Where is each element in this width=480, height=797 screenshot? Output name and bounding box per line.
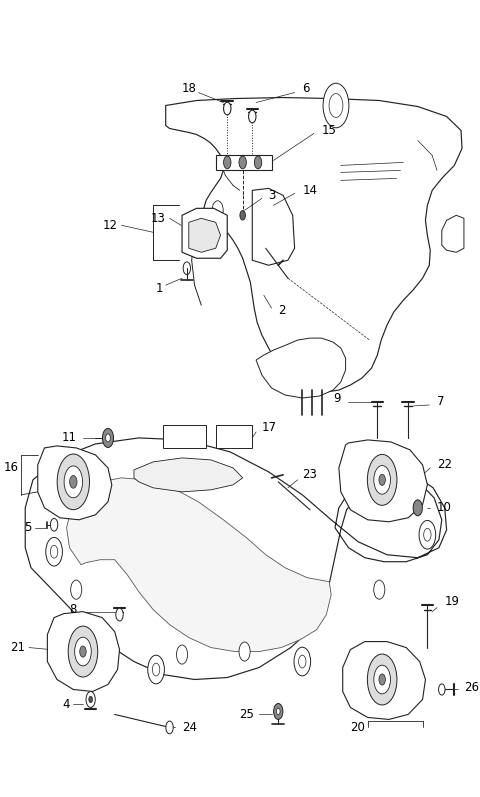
Text: 4: 4 — [62, 698, 70, 711]
Circle shape — [249, 110, 256, 123]
Circle shape — [80, 646, 86, 658]
Circle shape — [224, 102, 231, 115]
Circle shape — [367, 454, 397, 505]
Circle shape — [152, 663, 160, 676]
Circle shape — [424, 528, 431, 541]
Circle shape — [379, 474, 385, 485]
Circle shape — [276, 709, 280, 715]
Polygon shape — [343, 642, 425, 720]
Circle shape — [240, 210, 245, 220]
Polygon shape — [38, 446, 112, 520]
Polygon shape — [182, 208, 227, 258]
Polygon shape — [166, 97, 462, 392]
Circle shape — [239, 642, 250, 661]
Circle shape — [75, 638, 91, 665]
Polygon shape — [48, 611, 120, 692]
Circle shape — [439, 684, 445, 695]
Polygon shape — [256, 338, 346, 398]
Polygon shape — [163, 425, 206, 448]
Circle shape — [413, 500, 422, 516]
Polygon shape — [134, 458, 243, 492]
Text: 25: 25 — [240, 708, 254, 721]
Circle shape — [379, 674, 385, 685]
Polygon shape — [216, 425, 252, 448]
Circle shape — [374, 665, 390, 694]
Circle shape — [212, 201, 223, 220]
Circle shape — [166, 721, 173, 734]
Text: 3: 3 — [269, 189, 276, 202]
Text: 13: 13 — [151, 212, 166, 225]
Circle shape — [71, 495, 82, 514]
Circle shape — [299, 655, 306, 668]
Text: 16: 16 — [3, 461, 19, 474]
Circle shape — [419, 520, 436, 549]
Polygon shape — [442, 215, 464, 253]
Text: 26: 26 — [464, 681, 479, 694]
Circle shape — [374, 580, 385, 599]
Text: 24: 24 — [182, 721, 197, 734]
Text: 17: 17 — [262, 422, 277, 434]
Circle shape — [323, 83, 349, 128]
Circle shape — [57, 454, 89, 510]
Circle shape — [70, 476, 77, 489]
Text: 19: 19 — [444, 595, 460, 608]
Text: 1: 1 — [156, 281, 163, 295]
Text: 23: 23 — [302, 469, 317, 481]
Circle shape — [116, 608, 123, 621]
Circle shape — [254, 156, 262, 169]
Text: 12: 12 — [103, 219, 118, 232]
Circle shape — [46, 537, 62, 566]
Circle shape — [294, 647, 311, 676]
Text: 20: 20 — [350, 721, 365, 734]
Text: 2: 2 — [278, 304, 286, 316]
Circle shape — [89, 697, 93, 703]
Circle shape — [183, 262, 191, 275]
Text: 6: 6 — [302, 82, 310, 95]
Polygon shape — [252, 188, 295, 265]
Circle shape — [239, 156, 246, 169]
Text: 14: 14 — [302, 184, 317, 197]
Circle shape — [374, 465, 390, 494]
Circle shape — [68, 626, 98, 677]
Circle shape — [71, 580, 82, 599]
Text: 5: 5 — [24, 521, 31, 534]
Polygon shape — [216, 155, 272, 171]
Text: 9: 9 — [333, 391, 341, 405]
Circle shape — [148, 655, 164, 684]
Text: 10: 10 — [437, 501, 452, 514]
Circle shape — [50, 518, 58, 531]
Circle shape — [102, 428, 113, 447]
Circle shape — [64, 466, 83, 498]
Text: 11: 11 — [61, 431, 76, 445]
Polygon shape — [189, 218, 220, 253]
Text: 21: 21 — [10, 641, 25, 654]
Circle shape — [106, 434, 110, 442]
Text: 7: 7 — [437, 395, 444, 409]
Text: 15: 15 — [322, 124, 336, 137]
Text: 18: 18 — [181, 82, 196, 95]
Circle shape — [177, 645, 188, 664]
Text: 8: 8 — [69, 603, 76, 616]
Circle shape — [274, 704, 283, 720]
Circle shape — [329, 93, 343, 117]
Polygon shape — [25, 438, 446, 680]
Circle shape — [374, 490, 385, 509]
Circle shape — [50, 545, 58, 558]
Circle shape — [224, 156, 231, 169]
Circle shape — [367, 654, 397, 705]
Polygon shape — [339, 440, 427, 522]
Polygon shape — [67, 478, 331, 652]
Circle shape — [86, 692, 95, 708]
Text: 22: 22 — [437, 458, 452, 471]
